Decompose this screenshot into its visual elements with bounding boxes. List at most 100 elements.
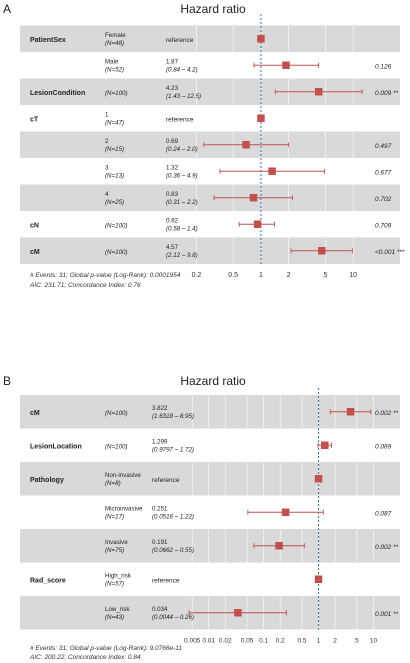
n-label: (N=100) [105,222,128,229]
ci-label: (0.31 – 2.2) [166,199,198,206]
p-value-label: 0.009 [375,90,392,97]
level-label: Female [105,32,126,39]
p-value-label: 0.126 [375,63,392,70]
x-tick-label: 2 [333,638,337,645]
ci-label: (0.84 – 4.2) [166,66,198,73]
level-label: 3 [105,164,109,171]
p-value-label: 0.002 [375,410,392,417]
estimate-label: 3.822 [152,405,168,412]
ci-label: (1.6318 – 8.95) [152,413,194,420]
x-tick-label: 0.2 [192,272,202,279]
panel-a-letter: A [3,2,11,16]
n-label: (N=17) [105,513,124,520]
x-tick-label: 0.2 [276,638,285,645]
p-value-label: 0.001 [375,611,392,618]
panel-a-forest-plot: PatientSex Female(N=48) reference Male(N=52… [20,14,405,279]
level-label: 1 [105,111,109,118]
n-label: (N=47) [105,119,124,126]
level-label: Non-invasive [105,472,141,479]
level-label: Invasive [105,539,128,546]
hazard-ratio-marker [314,475,323,483]
panel-b-title: Hazard ratio [180,374,246,388]
hazard-ratio-marker [281,508,290,516]
row-band [20,529,400,563]
estimate-label: 0.251 [152,505,168,512]
significance-stars: ** [393,90,399,97]
estimate-label: 1.299 [152,438,168,445]
estimate-label: 1.32 [166,164,179,171]
p-value-label: 0.702 [375,196,392,203]
significance-stars: ** [393,544,399,551]
reference-label: reference [152,477,180,484]
n-label: (N=15) [105,146,124,153]
x-tick-label: 5 [355,638,359,645]
level-label: High_risk [105,572,132,579]
reference-label: reference [152,577,180,584]
x-tick-label: 2 [287,272,291,279]
p-value-label: 0.002 [375,544,392,551]
significance-stars: ** [393,611,399,618]
panel-b-footer-events: # Events: 31; Global p-value (Log-Rank):… [30,645,182,652]
hazard-ratio-marker [234,609,242,617]
x-tick-label: 0.1 [259,638,268,645]
x-tick-label: 1 [259,272,263,279]
hazard-ratio-marker [346,408,355,416]
x-tick-label: 0.01 [202,638,215,645]
p-value-label: 0.709 [375,222,392,229]
n-label: (N=100) [105,90,128,97]
ci-label: (0.0662 – 0.55) [152,547,194,554]
ci-label: (1.43 – 12.5) [166,93,201,100]
estimate-label: 0.034 [152,606,168,613]
p-value-label: 0.677 [375,169,392,176]
x-tick-label: 5 [323,272,327,279]
x-tick-label: 0.5 [297,638,306,645]
n-label: (N=75) [105,547,124,554]
variable-label: cM [30,249,40,256]
estimate-label: 4.57 [166,244,179,251]
ci-label: (0.9797 – 1.72) [152,446,194,453]
estimate-label: 0.83 [166,191,179,198]
estimate-label: 0.69 [166,138,179,145]
variable-label: cT [30,116,39,123]
level-label: 2 [105,138,109,145]
reference-label: reference [166,116,194,123]
x-tick-label: 10 [370,638,378,645]
variable-label: LesionLocation [30,443,82,450]
n-label: (N=25) [105,199,124,206]
x-tick-label: 0.02 [219,638,232,645]
panel-a-footer-events: # Events: 31; Global p-value (Log-Rank):… [30,272,181,279]
p-value-label: 0.497 [375,143,392,150]
hazard-ratio-marker [257,114,265,122]
level-label: Microinvasive [105,505,143,512]
x-tick-label: 1 [317,638,321,645]
n-label: (N=8) [105,480,121,487]
ci-label: (0.58 – 1.4) [166,225,198,232]
estimate-label: 0.92 [166,217,179,224]
p-value-label: 0.087 [375,510,392,517]
ci-label: (2.12 – 9.8) [166,252,198,259]
row-band [20,184,400,211]
ci-label: (0.0516 – 1.22) [152,513,194,520]
ci-label: (0.0044 – 0.26) [152,614,194,621]
row-band [20,462,400,496]
n-label: (N=13) [105,172,124,179]
row-band [20,25,400,52]
hazard-ratio-marker [318,247,326,255]
hazard-ratio-marker [275,542,283,550]
x-tick-label: 0.05 [241,638,254,645]
estimate-label: 1.87 [166,58,179,65]
p-value-label: 0.069 [375,443,392,450]
n-label: (N=100) [105,410,128,417]
variable-label: Rad_score [30,577,66,584]
p-value-label: <0.001 [375,249,395,256]
estimate-label: 4.23 [166,85,179,92]
panel-b-letter: B [3,374,11,388]
significance-stars: *** [397,249,405,256]
reference-label: reference [166,37,194,44]
hazard-ratio-marker [249,194,258,202]
n-label: (N=48) [105,40,124,47]
level-label: 4 [105,191,109,198]
hazard-ratio-marker [257,35,265,43]
x-tick-label: 0.005 [184,638,201,645]
